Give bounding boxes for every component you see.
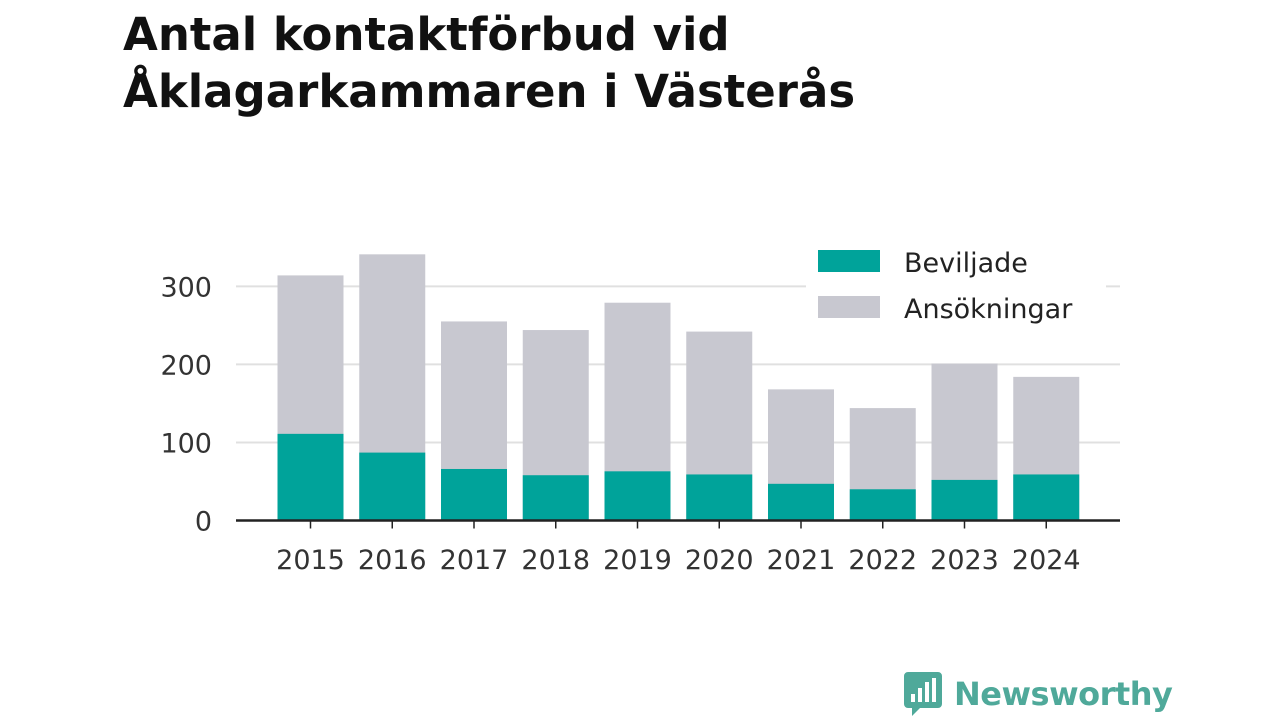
- x-tick-label: 2021: [767, 545, 836, 576]
- brand-logo: Newsworthy: [902, 670, 1173, 718]
- bar-beviljade: [277, 433, 344, 521]
- legend-swatch-ansokningar: [818, 296, 880, 318]
- x-tick-label: 2016: [358, 545, 427, 576]
- x-tick-label: 2017: [440, 545, 509, 576]
- y-tick-label: 300: [160, 272, 212, 303]
- newsworthy-logo-icon: [904, 672, 942, 716]
- x-tick-label: 2015: [276, 545, 345, 576]
- bar-beviljade: [604, 471, 671, 521]
- x-tick-label: 2019: [603, 545, 672, 576]
- x-tick-label: 2022: [848, 545, 917, 576]
- bar-beviljade: [686, 474, 753, 521]
- bar-beviljade: [441, 468, 507, 521]
- bar-beviljade: [849, 489, 916, 521]
- bar-beviljade: [522, 475, 589, 521]
- x-tick-label: 2018: [521, 545, 590, 576]
- y-tick-label: 0: [195, 507, 212, 538]
- y-tick-label: 200: [160, 350, 212, 381]
- bar-beviljade: [931, 479, 998, 521]
- chart-title-line-2: Åklagarkammaren i Västerås: [123, 65, 856, 118]
- x-tick-label: 2023: [930, 545, 999, 576]
- brand-name: Newsworthy: [954, 675, 1173, 713]
- chart-title: Antal kontaktförbud vid Åklagarkammaren …: [123, 6, 1123, 120]
- bar-beviljade: [1013, 474, 1080, 521]
- bar-beviljade: [359, 452, 426, 521]
- legend-swatch-beviljade: [818, 250, 880, 272]
- chart-title-line-1: Antal kontaktförbud vid: [123, 8, 730, 61]
- legend-label-beviljade: Beviljade: [904, 248, 1028, 279]
- x-tick-label: 2024: [1012, 545, 1081, 576]
- legend-label-ansokningar: Ansökningar: [904, 294, 1073, 325]
- x-tick-label: 2020: [685, 545, 754, 576]
- bar-beviljade: [768, 483, 834, 521]
- y-tick-label: 100: [160, 428, 212, 459]
